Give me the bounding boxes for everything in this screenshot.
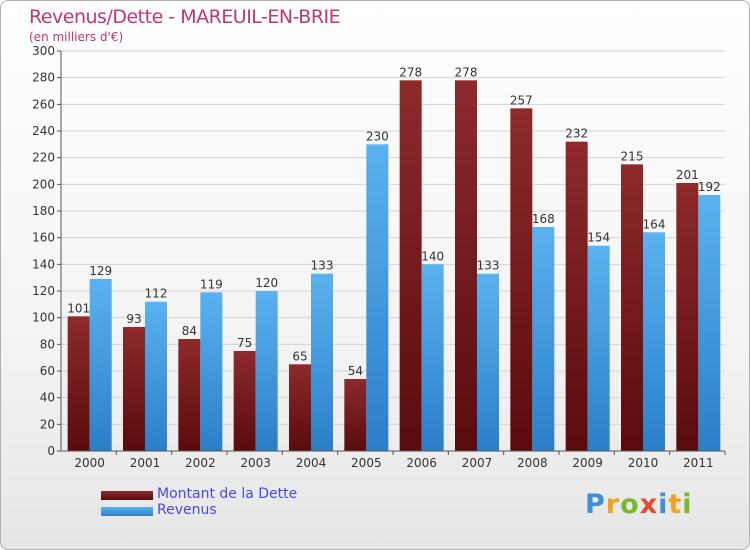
- y-tick-label: 160: [32, 231, 55, 245]
- legend-label-debt: Montant de la Dette: [157, 486, 298, 502]
- bar-revenus: [145, 301, 167, 451]
- x-tick-label: 2007: [462, 456, 493, 470]
- data-label-revenus: 154: [587, 231, 610, 245]
- bar-debt: [455, 80, 477, 451]
- bar-revenus: [311, 273, 333, 451]
- x-tick-label: 2010: [628, 456, 659, 470]
- y-tick-label: 240: [32, 124, 55, 138]
- data-label-debt: 101: [67, 301, 90, 315]
- y-tick-label: 200: [32, 177, 55, 191]
- y-tick-label: 140: [32, 257, 55, 271]
- x-tick-label: 2001: [130, 456, 161, 470]
- y-tick-label: 120: [32, 284, 55, 298]
- bar-debt: [289, 364, 311, 451]
- data-label-revenus: 192: [698, 180, 721, 194]
- y-tick-label: 220: [32, 151, 55, 165]
- data-label-revenus: 129: [89, 264, 112, 278]
- y-tick-label: 0: [47, 444, 55, 458]
- bar-debt: [123, 327, 145, 451]
- y-tick-label: 100: [32, 311, 55, 325]
- data-label-revenus: 164: [643, 217, 666, 231]
- x-tick-label: 2000: [74, 456, 105, 470]
- data-label-revenus: 133: [477, 259, 500, 273]
- bar-debt: [399, 80, 422, 451]
- data-label-debt: 54: [348, 364, 363, 378]
- data-label-revenus: 120: [255, 276, 278, 290]
- data-label-debt: 75: [237, 336, 252, 350]
- logo-letter: P: [585, 489, 606, 520]
- logo-letter: x: [639, 489, 659, 520]
- bar-debt: [67, 316, 90, 451]
- data-label-revenus: 133: [311, 259, 334, 273]
- legend-swatch-revenus: [101, 507, 153, 516]
- bar-revenus: [477, 273, 499, 451]
- chart-subtitle: (en milliers d'€): [29, 30, 124, 44]
- data-label-debt: 257: [510, 93, 533, 107]
- x-tick-label: 2009: [572, 456, 603, 470]
- x-tick-label: 2002: [185, 456, 216, 470]
- legend-label-revenus: Revenus: [157, 502, 217, 518]
- logo-letter: o: [620, 489, 640, 520]
- proxiti-logo: Proxiti: [585, 489, 693, 520]
- y-tick-label: 180: [32, 204, 55, 218]
- y-tick-label: 300: [32, 44, 55, 58]
- bar-debt: [676, 183, 699, 451]
- x-tick-label: 2008: [517, 456, 548, 470]
- data-label-debt: 232: [565, 127, 588, 141]
- logo-letter: r: [605, 489, 621, 520]
- x-tick-label: 2011: [683, 456, 714, 470]
- bar-debt: [621, 164, 643, 452]
- bar-revenus: [698, 195, 721, 451]
- data-label-debt: 215: [621, 149, 644, 163]
- bar-debt: [565, 141, 588, 451]
- bar-revenus: [421, 264, 444, 451]
- x-tick-label: 2004: [296, 456, 327, 470]
- data-label-debt: 278: [399, 65, 422, 79]
- data-label-revenus: 112: [145, 287, 168, 301]
- bar-debt: [510, 108, 533, 451]
- bar-revenus: [643, 232, 665, 451]
- y-tick-label: 280: [32, 71, 55, 85]
- data-label-debt: 93: [126, 312, 141, 326]
- logo-letter: i: [658, 489, 669, 520]
- data-label-revenus: 119: [200, 277, 223, 291]
- logo-letter: t: [668, 489, 683, 520]
- bar-revenus: [587, 245, 610, 451]
- y-tick-label: 60: [40, 364, 55, 378]
- chart-title: Revenus/Dette - MAREUIL-EN-BRIE: [29, 6, 341, 28]
- y-tick-label: 20: [40, 417, 55, 431]
- bar-revenus: [366, 144, 389, 452]
- y-tick-label: 260: [32, 97, 55, 111]
- data-label-debt: 201: [676, 168, 699, 182]
- data-label-debt: 84: [182, 324, 197, 338]
- y-tick-label: 40: [40, 391, 55, 405]
- data-label-revenus: 168: [532, 212, 555, 226]
- bar-debt: [178, 339, 201, 451]
- y-tick-label: 80: [40, 337, 55, 351]
- x-tick-label: 2003: [240, 456, 271, 470]
- x-tick-label: 2005: [351, 456, 382, 470]
- bar-revenus: [532, 227, 555, 451]
- bar-debt: [233, 351, 256, 451]
- bar-revenus: [200, 292, 223, 451]
- bar-debt: [344, 379, 367, 451]
- x-tick-label: 2006: [406, 456, 437, 470]
- legend-swatch-debt: [101, 491, 153, 500]
- data-label-revenus: 230: [366, 129, 389, 143]
- data-label-debt: 278: [455, 65, 478, 79]
- bar-revenus: [89, 279, 112, 451]
- data-label-debt: 65: [292, 349, 307, 363]
- bar-revenus: [255, 291, 278, 451]
- logo-letter: i: [682, 489, 693, 520]
- data-label-revenus: 140: [421, 249, 444, 263]
